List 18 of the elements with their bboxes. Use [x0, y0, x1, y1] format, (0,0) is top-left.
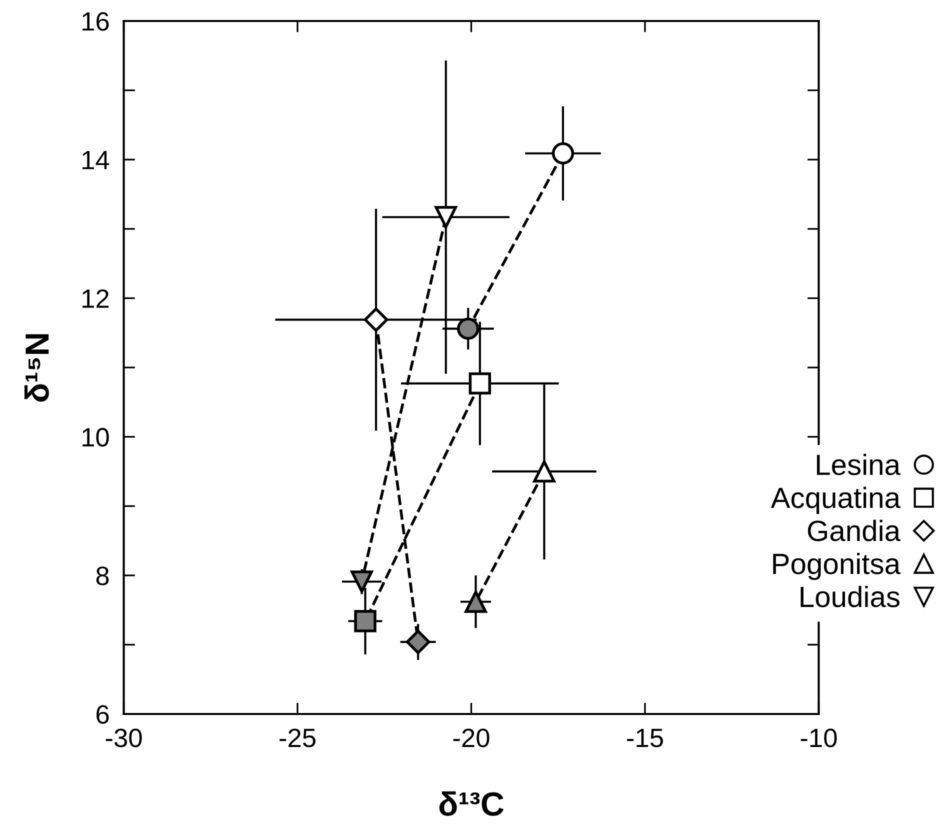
y-tick-label: 10: [82, 428, 109, 447]
legend-label: Lesina: [816, 454, 901, 476]
x-tick-label: -10: [800, 728, 837, 748]
x-tick-label: -20: [453, 728, 490, 748]
x-tick-label: -30: [106, 728, 142, 748]
legend-label: Acquatina: [770, 486, 901, 514]
legend-label: Gandia: [808, 520, 901, 542]
x-axis-title: δ¹³C: [439, 791, 504, 816]
legend-label: Pogonitsa: [773, 552, 901, 580]
y-tick-label: 16: [82, 12, 109, 31]
x-tick-label: -25: [280, 728, 316, 748]
y-tick-label: 6: [96, 705, 109, 724]
x-tick-label: -15: [627, 728, 663, 748]
y-tick-label: 14: [82, 151, 110, 170]
y-tick-label: 8: [96, 566, 109, 586]
legend-label: Loudias: [800, 586, 900, 608]
y-axis-title: δ¹⁵N: [24, 334, 49, 402]
y-tick-label: 12: [82, 289, 109, 308]
